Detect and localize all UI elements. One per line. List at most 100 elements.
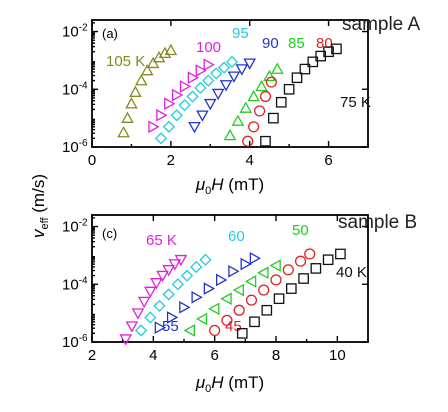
y-tick-label: 10-2 [62,23,88,41]
series-55 [154,251,262,334]
data-point [209,324,221,337]
x-tick-label: 4 [149,347,157,364]
data-point [144,311,157,324]
x-tick-label: 4 [246,152,254,169]
data-point [283,83,295,95]
data-point [158,46,172,59]
data-point [119,334,133,346]
data-point [164,97,176,111]
data-point [244,275,257,288]
data-point [298,273,309,284]
data-point [282,264,294,276]
series-40-k [236,248,346,339]
data-point [223,128,237,141]
data-point [121,111,134,123]
data-point [134,324,148,337]
data-point [174,254,188,267]
data-point [179,80,192,93]
data-point [146,56,160,69]
data-point [180,269,194,282]
x-tick-label: 10 [329,347,346,364]
series-100 [148,58,215,134]
series-label: 85 [288,35,305,52]
x-tick-label: 6 [324,152,332,169]
y-axis-label-group: veff (m/s) [29,174,51,238]
data-point [248,121,260,133]
data-point [258,284,270,296]
data-point [210,67,223,80]
x-tick-label: 6 [210,347,218,364]
data-point [195,312,208,326]
data-point [221,314,233,326]
data-point [150,278,163,290]
data-point [203,98,217,111]
data-point [240,257,252,271]
chart-panel-c: 2 4 6 8 10 10-6 10-4 10-2 (c) sample B 65 K 60 55 50 4… [62,212,417,395]
x-axis-label: μ0H (mT) [195,175,264,197]
x-tick-label: 2 [167,152,175,169]
data-point [294,255,307,267]
y-axis-label: veff (m/s) [29,174,51,238]
data-point [164,43,178,56]
series-label: 45 [225,318,242,335]
data-point [310,263,322,274]
data-point [134,74,148,86]
data-point [125,321,139,333]
data-point [202,74,215,87]
data-point [195,64,207,77]
series-label: 40 K [336,264,367,281]
data-point [227,71,241,83]
axes-frame [91,19,369,148]
axes-frame [91,214,369,343]
series-65-k [119,254,188,346]
data-point [162,288,175,301]
data-point [249,316,260,328]
data-point [242,135,254,147]
data-point [259,90,272,103]
data-point [322,254,334,266]
series-60 [134,253,212,337]
data-point [168,259,182,271]
series-label: 80 [316,35,333,52]
data-point [137,296,151,309]
series-label: 100 [196,39,221,56]
y-tick-label: 10-6 [62,333,88,351]
data-point [215,273,228,287]
data-point [171,278,184,291]
data-point [187,71,200,85]
series-45 [209,248,316,337]
data-point [117,126,130,138]
series-label: 50 [292,222,309,239]
data-point [219,80,233,92]
data-point [260,135,271,147]
data-point [220,292,232,306]
y-tick-label: 10-2 [62,218,88,236]
data-point [286,283,297,294]
panel-label: (a) [102,26,118,41]
data-point [203,282,216,295]
data-point [235,64,249,76]
y-tick-label: 10-4 [62,80,88,98]
x-tick-label: 2 [88,347,96,364]
data-point [225,55,239,68]
sample-label: sample B [338,212,417,233]
data-point [178,99,191,112]
data-point [140,63,154,76]
series-label: 90 [262,35,279,52]
data-point [299,63,311,75]
data-point [247,89,260,102]
data-point [253,105,266,117]
data-point [239,101,253,113]
data-point [307,56,319,68]
data-point [273,293,285,305]
data-point [217,61,231,74]
data-point [196,110,209,122]
data-point [194,81,207,94]
data-point [228,264,240,278]
series-label: 60 [228,228,245,245]
series-label: 105 K [106,53,145,70]
data-point [211,88,225,101]
series-105-k [117,43,178,138]
series-90 [188,58,257,134]
data-point [261,304,273,316]
